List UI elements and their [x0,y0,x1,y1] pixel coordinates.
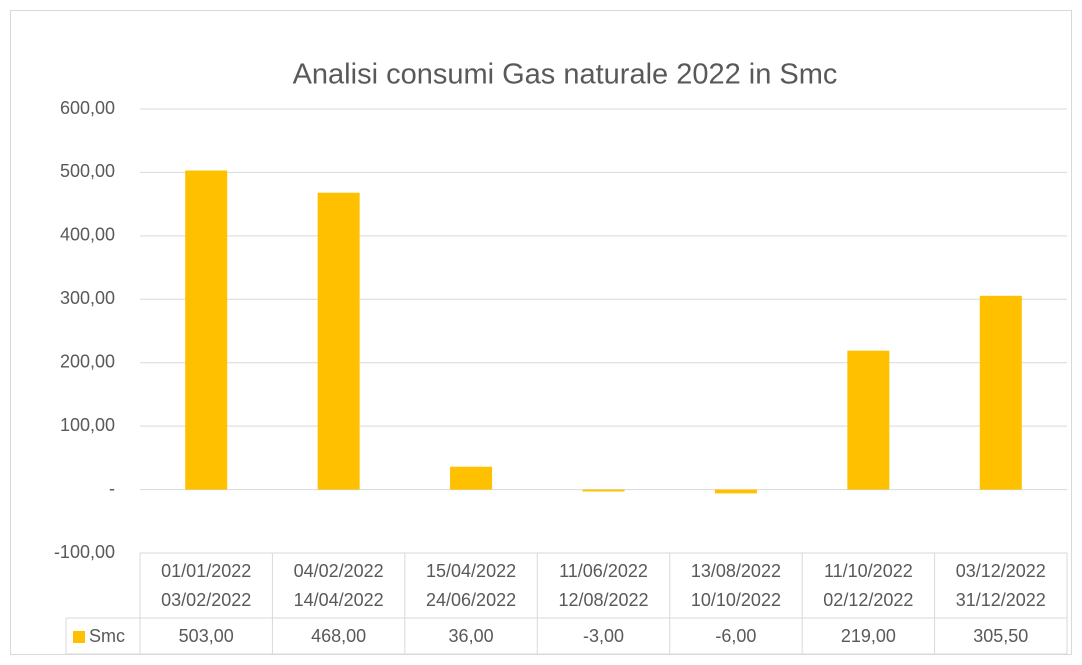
x-tick-label: 03/12/2022 [956,561,1046,581]
bar [582,489,625,492]
y-tick-label: 500,00 [60,161,115,181]
bar [847,350,890,490]
chart-title: Analisi consumi Gas naturale 2022 in Smc [293,59,838,91]
y-tick-label: 300,00 [60,288,115,308]
x-tick-label: 31/12/2022 [956,590,1046,610]
y-tick-label: 100,00 [60,415,115,435]
x-tick-label: 24/06/2022 [426,590,516,610]
y-tick-label: 600,00 [60,98,115,118]
x-tick-label: 13/08/2022 [691,561,781,581]
bar [979,295,1022,490]
data-label: -3,00 [583,626,624,646]
x-tick-label: 10/10/2022 [691,590,781,610]
y-tick-label: 200,00 [60,351,115,371]
x-tick-label: 15/04/2022 [426,561,516,581]
bar [185,170,228,490]
x-tick-label: 12/08/2022 [558,590,648,610]
x-tick-label: 11/10/2022 [824,561,913,581]
data-label: -6,00 [715,626,756,646]
legend-swatch [73,631,85,643]
y-tick-label: - [109,478,115,498]
data-label: 219,00 [841,626,896,646]
x-tick-label: 14/04/2022 [294,590,384,610]
legend-label: Smc [89,626,125,646]
bar [714,489,757,494]
y-tick-label: -100,00 [54,542,115,562]
bar [450,466,493,490]
x-tick-label: 11/06/2022 [559,561,648,581]
chart-border [10,10,1072,655]
data-label: 503,00 [179,626,234,646]
data-label: 36,00 [449,626,494,646]
x-tick-label: 03/02/2022 [161,590,251,610]
bar [317,192,360,490]
data-label: 305,50 [973,626,1028,646]
y-tick-label: 400,00 [60,225,115,245]
x-tick-label: 01/01/2022 [161,561,251,581]
data-label: 468,00 [311,626,366,646]
x-tick-label: 02/12/2022 [823,590,913,610]
x-tick-label: 04/02/2022 [294,561,384,581]
